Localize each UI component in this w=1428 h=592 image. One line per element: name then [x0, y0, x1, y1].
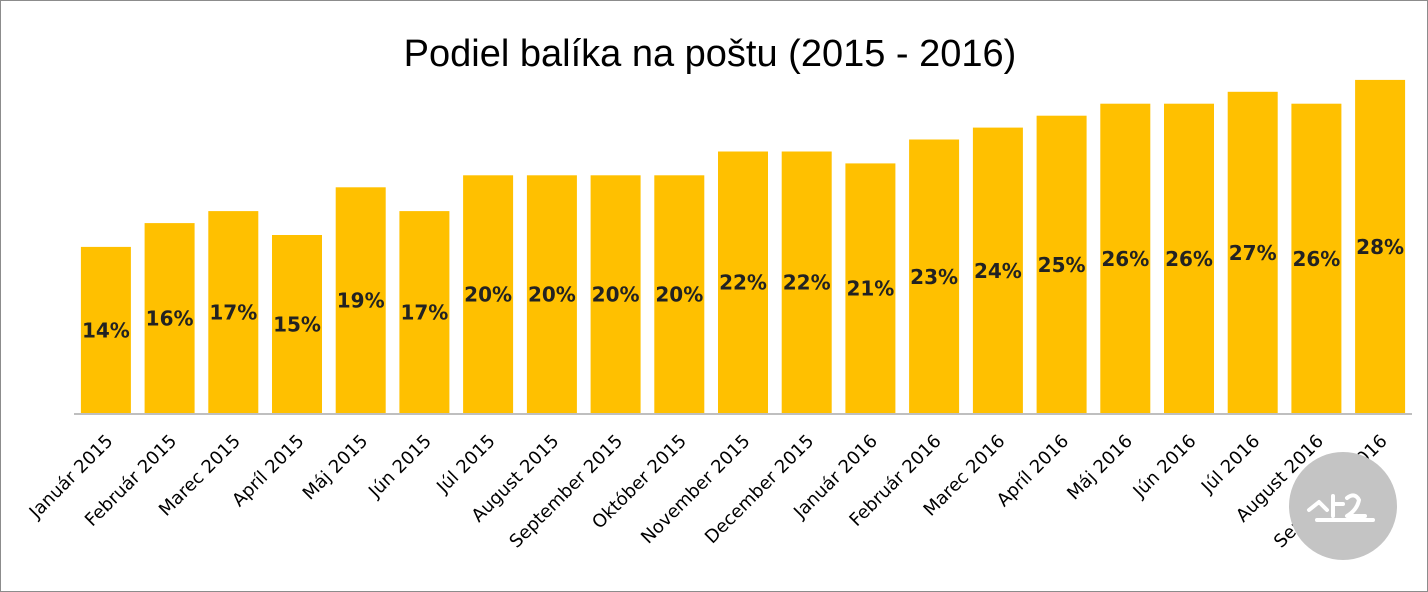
- data-label: 21%: [846, 277, 894, 301]
- bar: [463, 175, 514, 414]
- data-label: 17%: [209, 301, 257, 325]
- x-tick-label: December 2015: [701, 431, 818, 548]
- data-label: 20%: [655, 283, 703, 307]
- bar: [144, 223, 195, 414]
- data-label: 16%: [146, 307, 194, 331]
- bar: [526, 175, 577, 414]
- data-label: 26%: [1292, 247, 1340, 271]
- data-label: 17%: [400, 301, 448, 325]
- bar: [1100, 103, 1151, 414]
- bar: [590, 175, 641, 414]
- bar: [335, 187, 386, 414]
- data-label: 24%: [974, 259, 1022, 283]
- watermark-logo: [1289, 452, 1397, 560]
- chart-title: Podiel balíka na poštu (2015 - 2016): [404, 33, 1017, 75]
- bar: [718, 151, 768, 414]
- bar: [781, 151, 832, 414]
- x-tick-label: Júl 2015: [432, 431, 499, 498]
- x-tick-label: November 2015: [637, 431, 755, 549]
- bar: [1227, 91, 1278, 415]
- data-label: 20%: [528, 283, 576, 307]
- bar: [845, 163, 896, 414]
- data-label: 25%: [1038, 253, 1086, 277]
- x-tick-label: Jún 2015: [364, 431, 436, 503]
- x-tick-label: Máj 2016: [1063, 431, 1137, 505]
- bar: [909, 139, 960, 414]
- bar: [1355, 79, 1406, 415]
- data-label: 26%: [1165, 247, 1213, 271]
- bar: [399, 211, 450, 414]
- data-label: 23%: [910, 265, 958, 289]
- watermark-logo-glyph: [1307, 493, 1375, 522]
- bar: [654, 175, 705, 414]
- data-label: 19%: [337, 289, 385, 313]
- bar: [208, 211, 259, 414]
- x-tick-label: Jún 2016: [1129, 431, 1201, 503]
- x-tick-label: Máj 2015: [299, 431, 373, 505]
- bar: [1164, 103, 1214, 414]
- data-label: 20%: [592, 283, 640, 307]
- bar: [80, 246, 131, 414]
- x-tick-label: Júl 2016: [1197, 431, 1264, 498]
- bar: [1036, 115, 1087, 414]
- data-label: 22%: [719, 271, 767, 295]
- bar: [272, 235, 322, 414]
- data-label: 15%: [273, 313, 321, 337]
- x-tick-label: September 2015: [505, 431, 627, 553]
- bar: [1291, 103, 1342, 414]
- data-label: 20%: [464, 283, 512, 307]
- data-label: 26%: [1101, 247, 1149, 271]
- value-labels-layer: 14% 16% 17% 15% 19% 17% 20% 20% 20% 20% 22% 22% 21% 2…: [82, 235, 1404, 343]
- bars-layer: [80, 79, 1406, 415]
- data-label: 28%: [1356, 235, 1404, 259]
- data-label: 27%: [1229, 241, 1277, 265]
- data-label: 22%: [783, 271, 831, 295]
- bar: [972, 127, 1023, 414]
- data-label: 14%: [82, 319, 130, 343]
